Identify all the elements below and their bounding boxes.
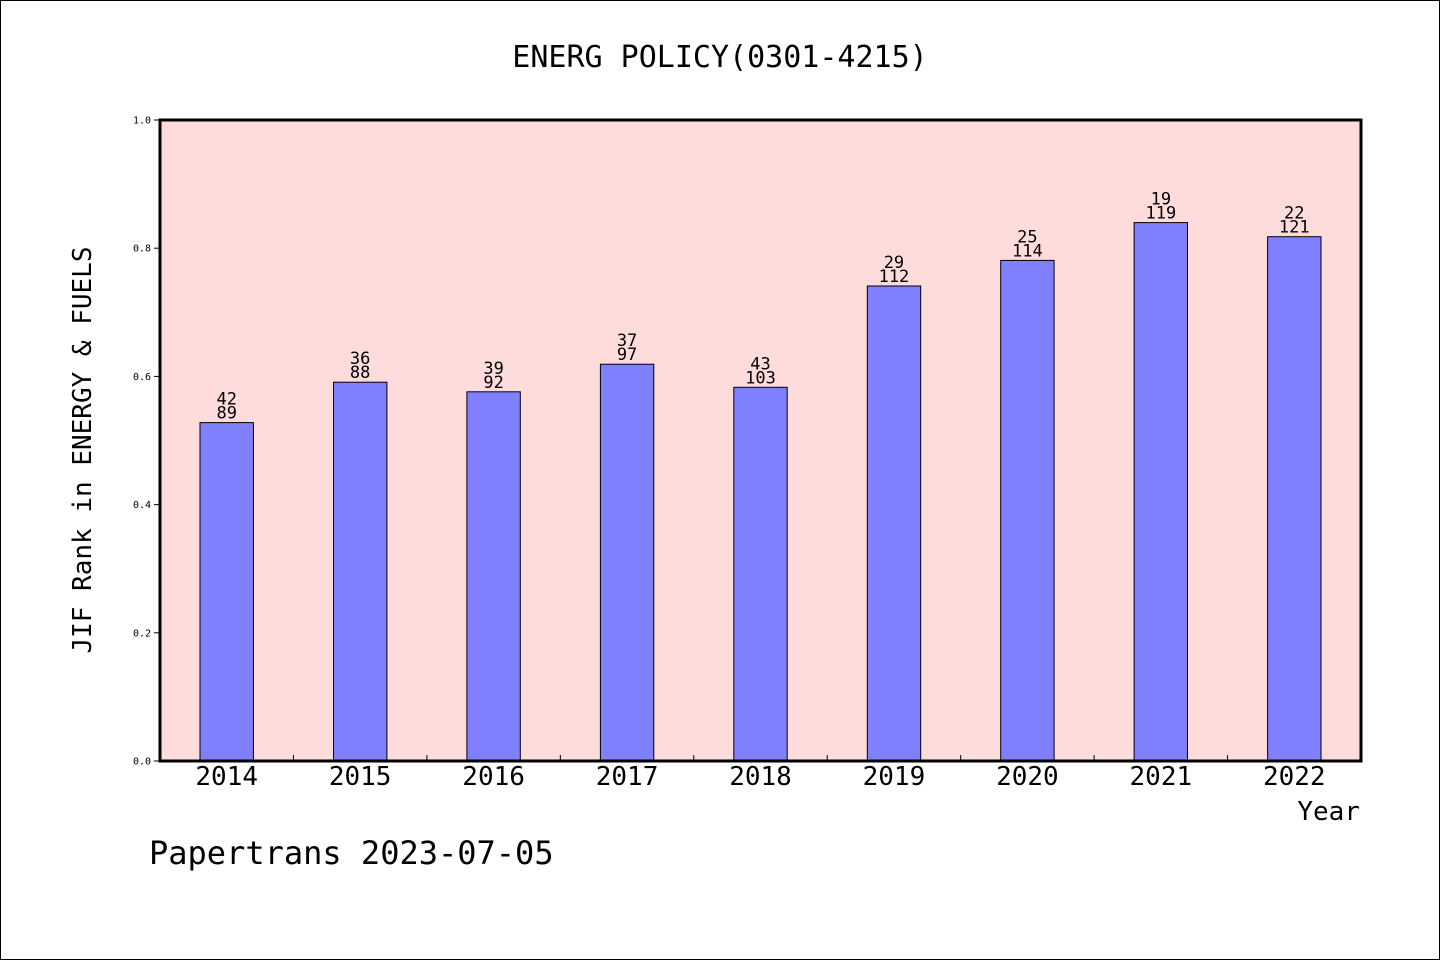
bar-rank-label: 19 xyxy=(1151,190,1171,210)
y-axis-label: JIF Rank in ENERGY & FUELS xyxy=(68,247,98,654)
bar-2014 xyxy=(199,422,254,762)
bar-rank-label: 37 xyxy=(617,331,637,351)
bar-2020 xyxy=(1000,259,1055,762)
y-tick-label: 0.8 xyxy=(133,244,151,255)
bar-total-label: 88 xyxy=(350,363,370,383)
bar-rank-label: 39 xyxy=(483,359,503,379)
x-tick-label: 2021 xyxy=(1130,762,1193,792)
bars-group xyxy=(199,222,1322,762)
bar-total-label: 114 xyxy=(1012,241,1043,261)
x-tick-label: 2016 xyxy=(462,762,525,792)
x-tick-label: 2014 xyxy=(195,762,258,792)
bar-total-label: 121 xyxy=(1279,218,1310,238)
bar-rank-label: 36 xyxy=(350,349,370,369)
x-tick-label: 2015 xyxy=(329,762,392,792)
bar-rank-label: 43 xyxy=(750,354,770,374)
bar-2015 xyxy=(333,381,388,762)
bar-2018 xyxy=(733,386,788,762)
bar-2017 xyxy=(599,363,655,762)
bar-2021 xyxy=(1133,222,1188,762)
bar-total-label: 92 xyxy=(483,373,503,393)
x-tick-label: 2017 xyxy=(596,762,659,792)
y-tick-label: 0.4 xyxy=(133,500,151,511)
x-tick-label: 2019 xyxy=(863,762,926,792)
x-tick-label: 2022 xyxy=(1263,762,1326,792)
bar-total-label: 119 xyxy=(1145,204,1176,224)
x-tick-label: 2018 xyxy=(729,762,792,792)
bar-total-label: 103 xyxy=(745,368,776,388)
bar-total-label: 112 xyxy=(879,267,910,287)
bar-rank-label: 29 xyxy=(884,253,904,273)
y-tick-label: 0.2 xyxy=(133,628,151,639)
bar-rank-label: 25 xyxy=(1017,227,1037,247)
bar-rank-label: 42 xyxy=(216,390,236,410)
y-axis-ticks: 0.0 0.2 0.4 0.6 0.8 1.0 xyxy=(133,116,160,768)
y-tick-label: 0.0 xyxy=(133,757,151,768)
y-tick-label: 1.0 xyxy=(133,116,151,127)
bar-2016 xyxy=(466,391,521,762)
bar-total-label: 97 xyxy=(617,345,637,365)
x-axis-ticks: 2014 2015 2016 2017 2018 2019 2020 2021 2022 xyxy=(195,755,1326,792)
chart-title: ENERG POLICY(0301-4215) xyxy=(512,40,927,75)
y-tick-label: 0.6 xyxy=(133,372,151,383)
bar-total-label: 89 xyxy=(216,404,236,424)
bar-rank-label: 22 xyxy=(1284,204,1304,224)
x-axis-label: Year xyxy=(1297,797,1360,827)
plot-border xyxy=(158,118,1363,763)
x-tick-label: 2020 xyxy=(996,762,1059,792)
bar-2019 xyxy=(866,285,922,762)
bar-2022 xyxy=(1267,236,1322,762)
source-footer: Papertrans 2023-07-05 xyxy=(149,834,554,872)
